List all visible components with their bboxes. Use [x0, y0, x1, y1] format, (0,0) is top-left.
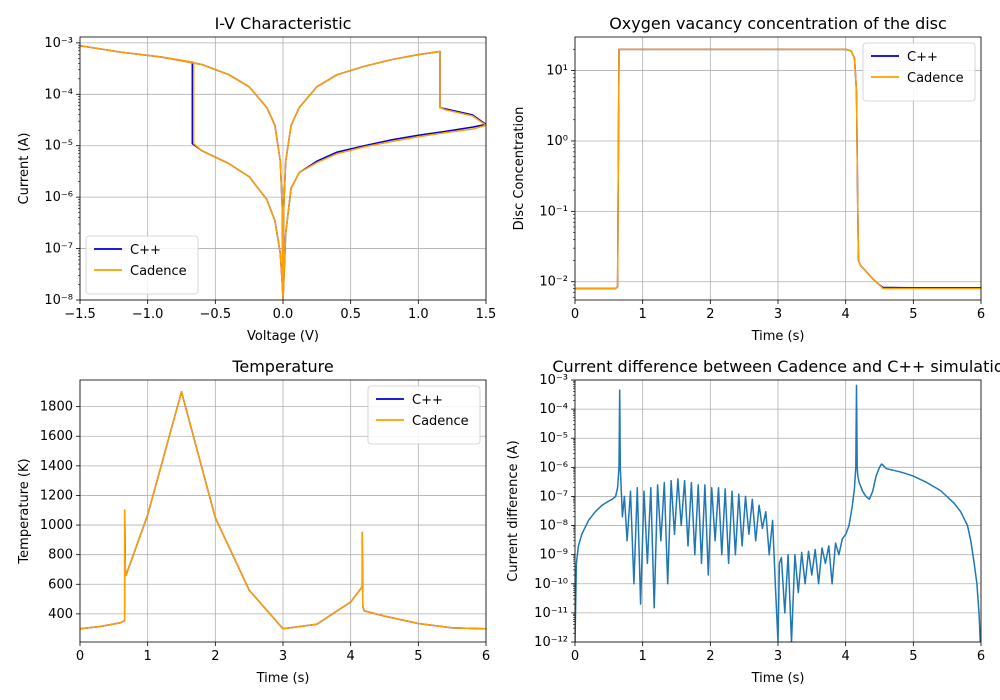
tick-label-x: 3 — [279, 649, 287, 664]
panel2-title: Oxygen vacancy concentration of the disc — [609, 14, 947, 33]
tick-label-y: 10⁻⁶ — [44, 190, 73, 205]
tick-label-y: 10⁻¹ — [539, 204, 568, 219]
tick-label-x: 4 — [347, 649, 355, 664]
tick-label-y: 600 — [48, 577, 73, 592]
panel2-xlabel: Time (s) — [751, 329, 805, 344]
tick-label-x: −0.5 — [200, 307, 232, 322]
tick-label-y: 10⁻¹¹ — [534, 606, 568, 621]
tick-label-x: 1 — [144, 649, 152, 664]
panel1-title: I-V Characteristic — [215, 14, 352, 33]
panel1-ylabel: Current (A) — [17, 133, 32, 205]
panel3-plot-area — [80, 391, 486, 630]
tick-label-x: 0.5 — [340, 307, 361, 322]
tick-label-x: 3 — [774, 307, 782, 322]
panel2-legend: C++ Cadence — [862, 42, 976, 102]
tick-label-y: 1200 — [40, 488, 73, 503]
tick-label-x: 0 — [571, 649, 579, 664]
tick-label-y: 1600 — [40, 429, 73, 444]
tick-label-x: −1.5 — [64, 307, 96, 322]
tick-label-y: 10⁰ — [546, 134, 568, 149]
panel1: −1.5 −1.0 −0.5 0.0 0.5 1.0 1.5 10⁻⁸ 10⁻⁷ 10⁻⁶ 10⁻⁵… — [17, 14, 496, 344]
panel3: 0 1 2 3 4 5 6 400 600 800 1000 1200 1400 1600 1800 Temp… — [17, 357, 490, 686]
tick-label-x: 5 — [909, 307, 917, 322]
tick-label-x: 4 — [842, 649, 850, 664]
tick-label-x: 5 — [414, 649, 422, 664]
tick-label-y: 1000 — [40, 518, 73, 533]
tick-label-y: 10⁻⁵ — [539, 431, 568, 446]
panel2-ylabel: Disc Concentration — [512, 107, 527, 231]
panel4-plot-area — [575, 384, 981, 642]
legend-label: Cadence — [130, 264, 187, 279]
tick-label-y: 10⁻⁸ — [539, 519, 568, 534]
legend-box — [862, 42, 976, 102]
tick-label-y: 10⁻⁷ — [539, 489, 568, 504]
series-cadence — [575, 48, 981, 290]
tick-label-x: −1.0 — [132, 307, 164, 322]
legend-label: C++ — [412, 393, 443, 408]
tick-label-x: 0 — [76, 649, 84, 664]
tick-label-y: 10⁻³ — [539, 373, 568, 388]
tick-label-y: 10⁻⁷ — [44, 242, 73, 257]
tick-label-x: 1.0 — [408, 307, 429, 322]
tick-label-y: 10⁻⁴ — [539, 402, 568, 417]
panel4-xlabel: Time (s) — [751, 671, 805, 686]
tick-label-x: 3 — [774, 649, 782, 664]
panel4: 0 1 2 3 4 5 6 10⁻¹² 10⁻¹¹ 10⁻¹⁰ 10⁻⁹ 10⁻⁸ 10⁻⁷ 10⁻⁶ 10… — [506, 357, 1000, 686]
tick-label-y: 10⁻¹⁰ — [534, 577, 568, 592]
panel4-title: Current difference between Cadence and C… — [552, 357, 1000, 376]
tick-label-x: 2 — [706, 649, 714, 664]
panel4-ylabel: Current difference (A) — [506, 440, 521, 581]
tick-label-y: 1400 — [40, 459, 73, 474]
panel1-plot-area — [80, 44, 486, 300]
panel3-legend: C++ Cadence — [367, 385, 481, 445]
series-cadence — [80, 391, 486, 630]
panel3-xlabel: Time (s) — [256, 671, 310, 686]
legend-box — [367, 385, 481, 445]
panel3-title: Temperature — [231, 357, 333, 376]
tick-label-y: 10⁻⁵ — [44, 139, 73, 154]
tick-label-x: 2 — [211, 649, 219, 664]
tick-label-y: 10⁻⁴ — [44, 87, 73, 102]
tick-label-x: 6 — [482, 649, 490, 664]
series-line — [575, 384, 981, 642]
panel1-xlabel: Voltage (V) — [247, 329, 319, 344]
legend-label: Cadence — [412, 414, 469, 429]
tick-label-y: 10⁻¹² — [534, 635, 568, 650]
tick-label-y: 10⁻³ — [44, 36, 73, 51]
tick-label-y: 10⁻⁸ — [44, 293, 73, 308]
tick-label-x: 6 — [977, 307, 985, 322]
tick-label-x: 1.5 — [476, 307, 497, 322]
tick-label-x: 2 — [706, 307, 714, 322]
tick-label-x: 1 — [639, 307, 647, 322]
legend-label: C++ — [907, 50, 938, 65]
tick-label-x: 5 — [909, 649, 917, 664]
tick-label-x: 4 — [842, 307, 850, 322]
panel2-plot-area — [575, 48, 981, 290]
legend-box — [85, 235, 199, 295]
tick-label-x: 0.0 — [273, 307, 294, 322]
tick-label-y: 800 — [48, 548, 73, 563]
panel2: 0 1 2 3 4 5 6 10⁻² 10⁻¹ 10⁰ 10¹ Oxygen vacancy conc… — [512, 14, 985, 344]
tick-label-y: 10⁻⁶ — [539, 460, 568, 475]
tick-label-x: 1 — [639, 649, 647, 664]
tick-label-y: 1800 — [40, 400, 73, 415]
tick-label-y: 10⁻⁹ — [539, 548, 568, 563]
panel1-legend: C++ Cadence — [85, 235, 199, 295]
legend-label: C++ — [130, 243, 161, 258]
tick-label-y: 400 — [48, 607, 73, 622]
legend-label: Cadence — [907, 71, 964, 86]
tick-label-x: 0 — [571, 307, 579, 322]
panel3-ylabel: Temperature (K) — [17, 458, 32, 564]
tick-label-y: 10⁻² — [539, 275, 568, 290]
tick-label-y: 10¹ — [546, 64, 568, 79]
series-cadence — [80, 44, 486, 300]
tick-label-x: 6 — [977, 649, 985, 664]
